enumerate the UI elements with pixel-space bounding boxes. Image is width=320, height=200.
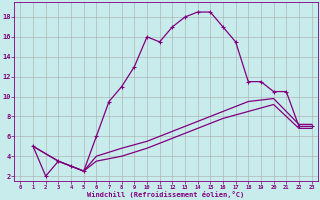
X-axis label: Windchill (Refroidissement éolien,°C): Windchill (Refroidissement éolien,°C) <box>87 191 244 198</box>
